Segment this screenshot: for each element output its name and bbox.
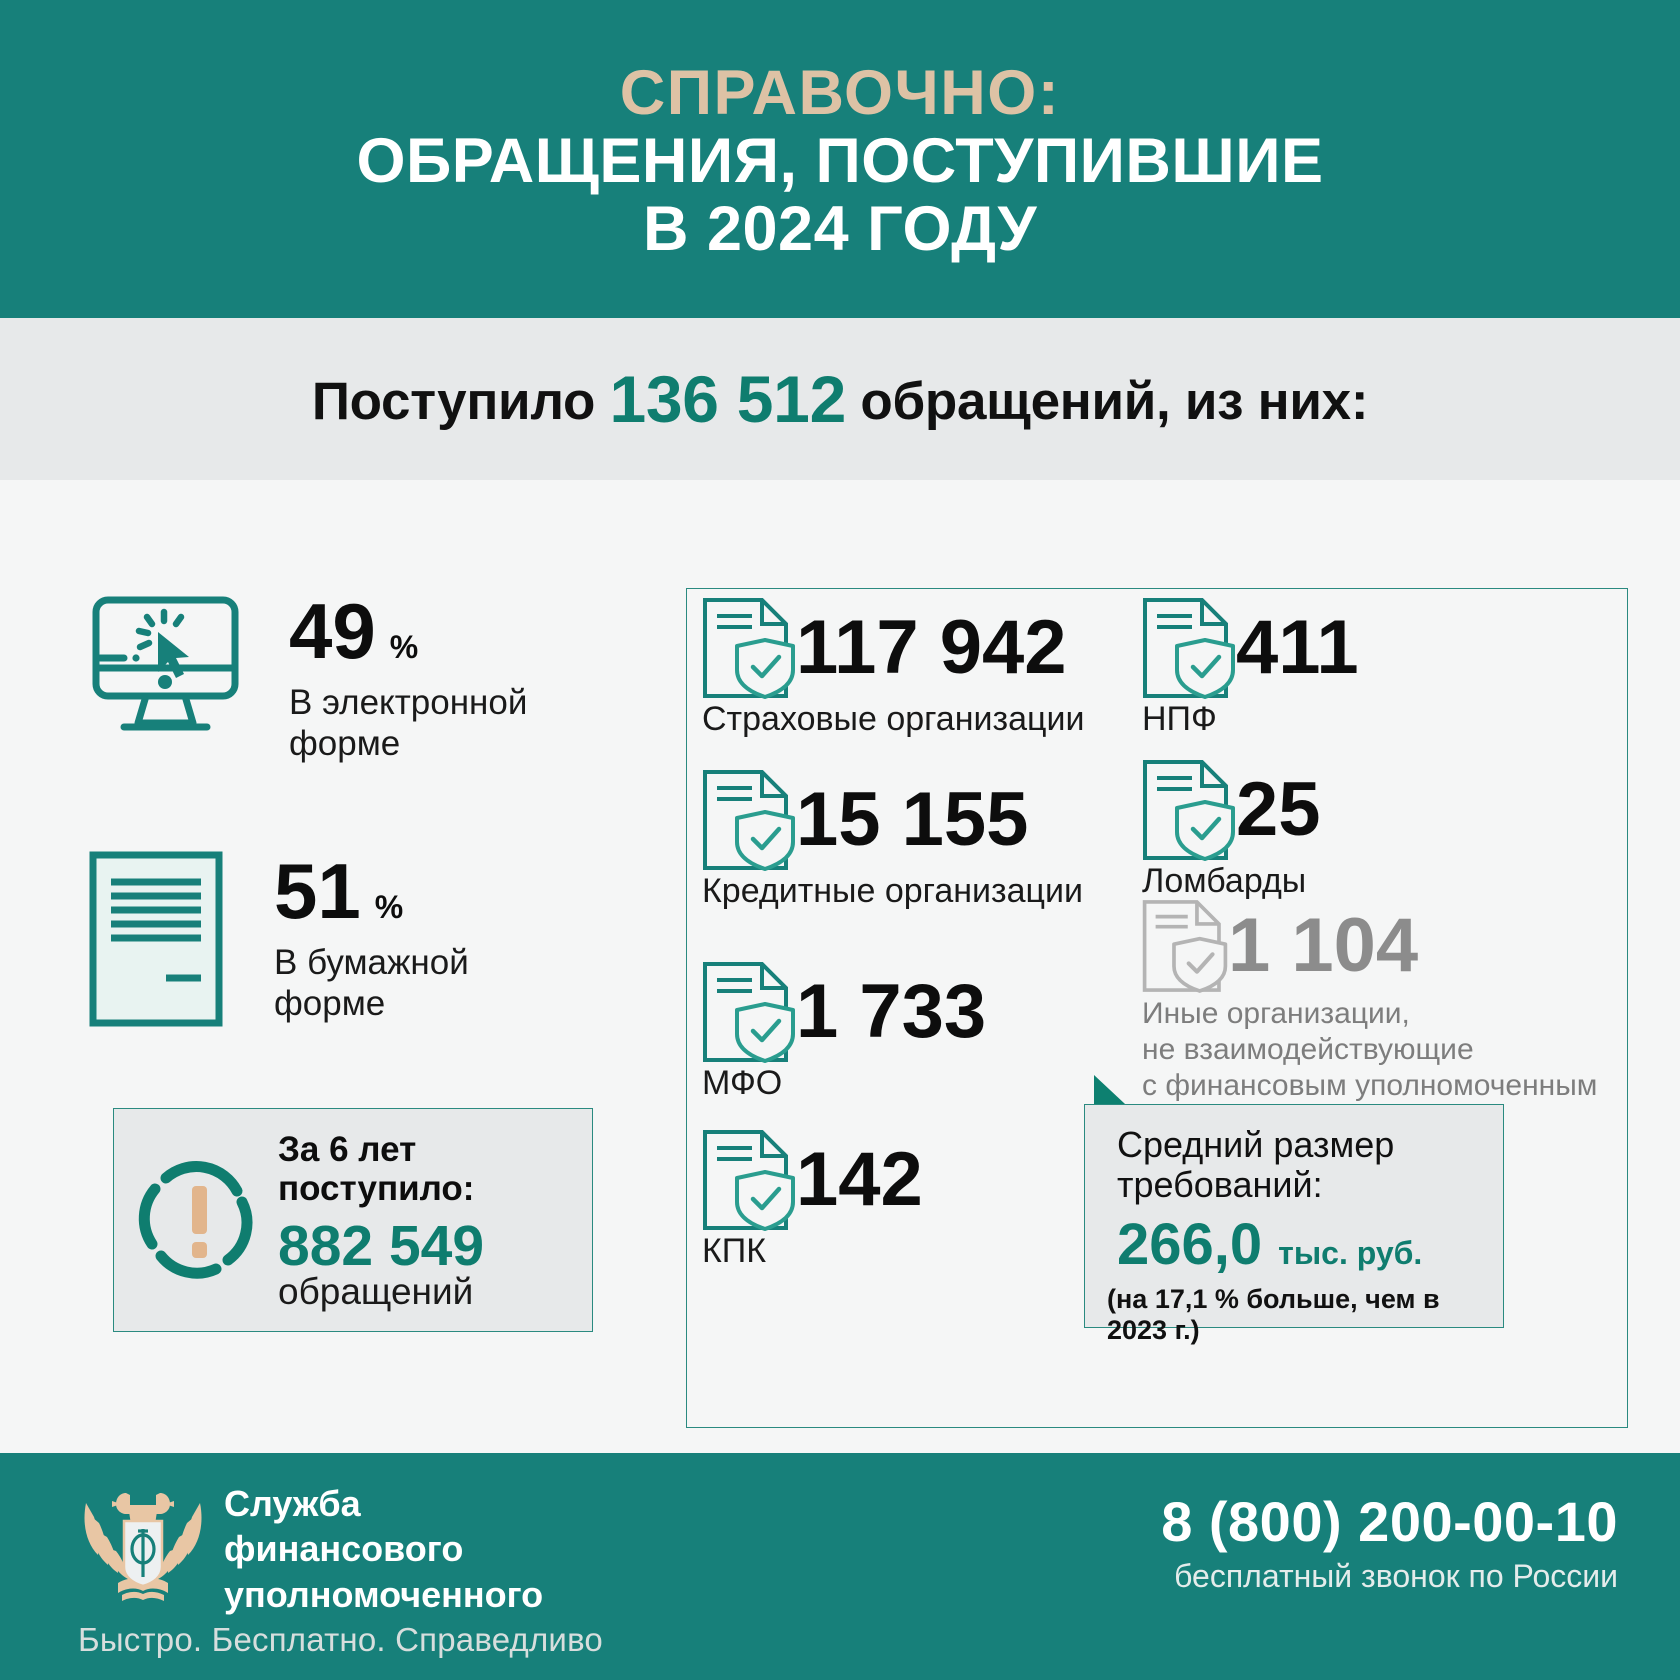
org-credit-row: 15 155	[700, 768, 1083, 872]
org-npf-label: НПФ	[1142, 700, 1217, 738]
paper-document-icon	[89, 851, 223, 1027]
footer-phone-number[interactable]: 8 (800) 200-00-10	[1161, 1490, 1618, 1553]
six-year-number: 882 549	[278, 1214, 485, 1279]
page-header: СПРАВОЧНО: ОБРАЩЕНИЯ, ПОСТУПИВШИЕ В 2024…	[0, 0, 1680, 318]
document-shield-icon	[1143, 598, 1235, 699]
org-item-other: 1 104 Иные организации, не взаимодейству…	[1140, 898, 1597, 1104]
channel-paper-value-row: 51 %	[274, 847, 469, 935]
footer-phone-note: бесплатный звонок по России	[1174, 1557, 1618, 1594]
six-year-subtitle: обращений	[278, 1271, 474, 1313]
org-kpk-value: 142	[796, 1136, 923, 1222]
page-title: ОБРАЩЕНИЯ, ПОСТУПИВШИЕ В 2024 ГОДУ	[356, 127, 1323, 263]
org-item-npf: 411 НПФ	[1140, 596, 1359, 738]
org-item-mfo: 1 733 МФО	[700, 960, 986, 1102]
monitor-cursor-icon	[92, 596, 239, 731]
document-shield-icon	[703, 770, 795, 871]
org-item-credit: 15 155 Кредитные организации	[700, 768, 1083, 910]
org-credit-label: Кредитные организации	[702, 872, 1083, 910]
org-lombard-row: 25	[1140, 758, 1321, 862]
page-title-line1: ОБРАЩЕНИЯ, ПОСТУПИВШИЕ	[356, 125, 1324, 196]
total-value: 136 512	[609, 362, 847, 436]
org-other-value: 1 104	[1228, 902, 1419, 988]
average-claim-note: (на 17,1 % больше, чем в 2023 г.)	[1107, 1283, 1440, 1345]
org-mfo-value: 1 733	[796, 968, 987, 1054]
org-mfo-label: МФО	[702, 1064, 783, 1102]
average-claim-unit: тыс. руб.	[1278, 1234, 1423, 1271]
org-item-insurance: 117 942 Страховые организации	[700, 596, 1084, 738]
org-lombard-value: 25	[1236, 766, 1321, 852]
page-title-line2: В 2024 ГОДУ	[642, 193, 1038, 264]
channel-electronic-label: В электронной форме	[289, 682, 528, 764]
channels-column: 49 % В электронной форме 51 % В бумажной…	[0, 480, 640, 1453]
org-mfo-row: 1 733	[700, 960, 986, 1064]
double-headed-eagle-logo	[84, 1493, 202, 1601]
org-insurance-row: 117 942	[700, 596, 1084, 700]
org-kpk-row: 142	[700, 1128, 923, 1232]
footer-org-name: Служба финансового уполномоченного	[224, 1483, 544, 1615]
document-shield-icon	[1143, 760, 1235, 861]
channel-electronic: 49 % В электронной форме	[88, 590, 527, 764]
average-claim-title: Средний размер требований:	[1117, 1124, 1395, 1206]
document-shield-icon	[703, 962, 795, 1063]
document-shield-icon	[703, 1130, 795, 1231]
average-claim-value: 266,0	[1117, 1211, 1263, 1277]
document-shield-icon	[703, 598, 795, 699]
six-year-total-box: За 6 лет поступило: 882 549 обращений	[113, 1108, 593, 1332]
org-npf-value: 411	[1236, 604, 1359, 690]
channel-paper-label: В бумажной форме	[274, 942, 469, 1024]
total-suffix: обращений, из них:	[845, 372, 1369, 431]
channel-paper-value: 51	[274, 847, 361, 935]
org-npf-row: 411	[1140, 596, 1359, 700]
org-other-label: Иные организации, не взаимодействующие с…	[1142, 997, 1598, 1102]
page-footer: Служба финансового уполномоченного Быстр…	[0, 1453, 1680, 1680]
org-credit-value: 15 155	[796, 776, 1029, 862]
average-claim-value-row: 266,0 тыс. руб.	[1117, 1211, 1503, 1277]
header-kicker: СПРАВОЧНО:	[619, 58, 1061, 129]
six-year-text: За 6 лет поступило: 882 549 обращений	[278, 1130, 484, 1311]
org-other-row: 1 104	[1140, 898, 1597, 994]
org-insurance-label: Страховые организации	[702, 700, 1085, 738]
total-banner-text: Поступило 136 512 обращений, из них:	[311, 361, 1369, 437]
total-banner: Поступило 136 512 обращений, из них:	[0, 318, 1680, 480]
footer-brand: Служба финансового уполномоченного	[78, 1481, 543, 1617]
channel-paper: 51 % В бумажной форме	[88, 850, 469, 1028]
org-item-lombard: 25 Ломбарды	[1140, 758, 1321, 900]
percent-sign: %	[389, 629, 419, 665]
footer-phone-block[interactable]: 8 (800) 200-00-10 бесплатный звонок по Р…	[1161, 1491, 1618, 1594]
total-prefix: Поступило	[311, 372, 610, 431]
org-kpk-label: КПК	[702, 1232, 767, 1270]
org-item-kpk: 142 КПК	[700, 1128, 923, 1270]
average-claim-box: Средний размер требований: 266,0 тыс. ру…	[1084, 1104, 1504, 1345]
exclamation-circle-icon	[138, 1161, 253, 1279]
channel-paper-text: 51 % В бумажной форме	[274, 850, 469, 1024]
org-lombard-label: Ломбарды	[1142, 862, 1307, 900]
six-year-title: За 6 лет поступило:	[278, 1129, 475, 1209]
footer-tagline: Быстро. Бесплатно. Справедливо	[78, 1621, 603, 1658]
percent-sign: %	[374, 889, 404, 925]
org-insurance-value: 117 942	[796, 604, 1067, 690]
channel-electronic-text: 49 % В электронной форме	[289, 590, 527, 764]
channel-electronic-value: 49	[289, 587, 376, 675]
channel-electronic-value-row: 49 %	[289, 587, 527, 675]
document-shield-icon-gray	[1142, 900, 1228, 993]
organizations-panel	[686, 588, 1628, 1428]
